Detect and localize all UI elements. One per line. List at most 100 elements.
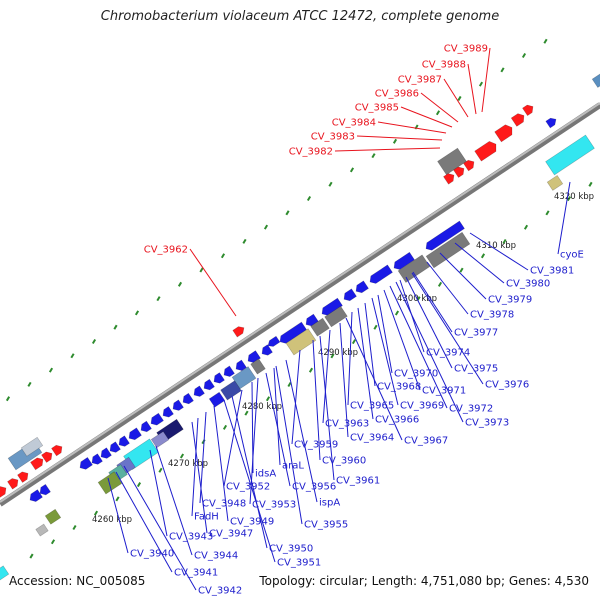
gene-feature — [425, 231, 471, 269]
gene-feature — [321, 297, 343, 316]
gene-feature — [545, 134, 595, 176]
gene-label: CV_3943 — [169, 532, 213, 543]
tick-mark — [306, 196, 312, 202]
gene-label: CV_3968 — [377, 382, 421, 393]
gene-feature — [474, 141, 497, 162]
gene-feature — [20, 436, 44, 457]
gene-feature — [545, 117, 557, 129]
gene-label: FadH — [194, 512, 219, 523]
tick-mark — [265, 396, 271, 402]
gene-feature — [91, 453, 103, 465]
gene-label: CV_3967 — [404, 436, 448, 447]
leader-line — [107, 477, 129, 554]
gene-label: CV_3966 — [375, 415, 419, 426]
leader-line — [275, 365, 303, 525]
gene-label: CV_3956 — [292, 482, 336, 493]
gene-label: CV_3942 — [198, 586, 242, 597]
gene-feature — [172, 399, 184, 411]
gene-label: CV_3983 — [311, 132, 355, 143]
leader-line — [389, 285, 448, 409]
tick-mark — [5, 396, 11, 402]
leader-line — [273, 367, 281, 466]
gene-feature — [591, 73, 600, 88]
tick-mark — [330, 353, 335, 359]
gene-feature — [41, 451, 53, 463]
gene-label: idsA — [255, 469, 276, 480]
gene-feature — [150, 412, 164, 426]
gene-feature — [305, 313, 319, 327]
gene-feature — [7, 478, 19, 490]
tick-mark — [502, 238, 507, 245]
leader-line — [231, 395, 268, 549]
leader-line — [395, 281, 464, 423]
tick-mark — [480, 253, 486, 259]
tick-mark — [93, 510, 99, 516]
leader-line — [223, 389, 243, 487]
accession-text: Accession: NC_005085 — [9, 574, 146, 588]
leader-line — [469, 232, 529, 271]
gene-feature — [128, 427, 142, 441]
gene-label: CV_3952 — [226, 482, 270, 493]
gene-feature — [17, 471, 29, 483]
gene-feature — [279, 321, 307, 344]
gene-feature — [220, 380, 242, 401]
gene-label: CV_3989 — [444, 44, 488, 55]
gene-feature — [324, 305, 348, 328]
gene-feature — [30, 457, 44, 471]
gene-label: CV_3961 — [336, 476, 380, 487]
tick-mark — [134, 310, 140, 316]
tick-mark — [392, 138, 398, 144]
gene-feature — [285, 328, 317, 356]
gene-label: CV_3941 — [174, 568, 218, 579]
tick-mark — [177, 281, 183, 287]
tick-mark — [435, 110, 441, 116]
leader-line — [123, 465, 197, 591]
tick-mark — [478, 81, 484, 87]
tick-mark — [244, 410, 249, 416]
gene-feature — [443, 173, 455, 185]
inner-tick-marks — [29, 181, 593, 559]
gene-label: CV_3988 — [422, 60, 466, 71]
tick-mark — [373, 324, 378, 330]
gene-feature — [369, 264, 393, 284]
gene-feature — [463, 159, 475, 172]
leader-line — [339, 322, 349, 438]
gene-feature — [310, 317, 330, 337]
gene-feature — [100, 447, 112, 459]
tick-mark — [521, 53, 527, 59]
tick-mark — [328, 181, 333, 187]
tick-mark — [308, 367, 314, 373]
label-leader-lines — [107, 47, 571, 591]
tick-mark — [199, 267, 204, 273]
gene-feature — [250, 358, 266, 375]
leader-line — [115, 471, 173, 573]
gene-label: CV_3980 — [506, 279, 550, 290]
gene-feature — [522, 104, 534, 117]
gene-label: CV_3974 — [426, 348, 470, 359]
gene-label: CV_3987 — [398, 75, 442, 86]
gene-feature — [44, 508, 62, 525]
tick-mark — [179, 453, 185, 459]
gene-feature — [162, 406, 174, 418]
tick-mark — [543, 38, 548, 44]
tick-mark — [113, 324, 118, 330]
gene-feature — [235, 359, 247, 371]
gene-feature — [494, 124, 513, 143]
tick-mark — [242, 238, 247, 244]
gene-feature — [213, 372, 225, 384]
ruler-label-4270: 4270 kbp — [168, 459, 208, 469]
leader-line — [411, 272, 484, 385]
gene-label: CV_3971 — [422, 386, 466, 397]
gene-label: CV_3962 — [144, 245, 188, 256]
tick-mark — [91, 338, 97, 345]
gene-feature — [232, 326, 245, 338]
gene-feature — [425, 220, 465, 251]
gene-label: CV_3964 — [350, 433, 394, 444]
gene-label: CV_3975 — [454, 364, 498, 375]
summary-text: Topology: circular; Length: 4,751,080 bp… — [259, 574, 589, 588]
gene-label: CV_3979 — [488, 295, 532, 306]
tick-mark — [349, 167, 355, 173]
gene-label: CV_3969 — [400, 401, 444, 412]
tick-mark — [136, 482, 142, 488]
gene-feature — [0, 565, 10, 581]
